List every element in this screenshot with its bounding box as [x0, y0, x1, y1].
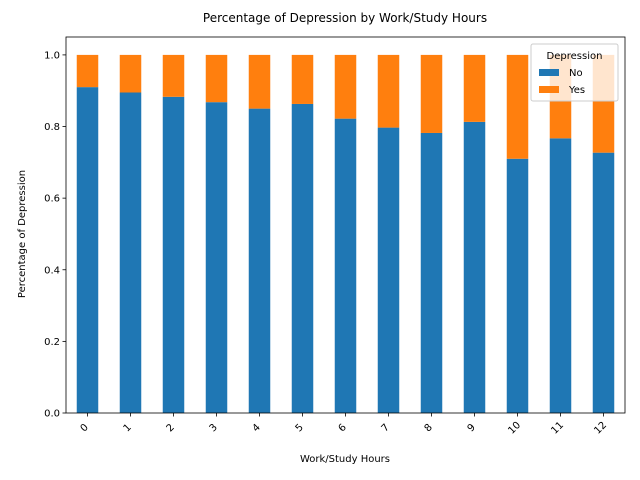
x-tick-label: 4 — [251, 422, 263, 434]
bar-no-12 — [592, 152, 615, 413]
y-tick-label: 0.0 — [44, 409, 60, 420]
bar-no-5 — [291, 103, 314, 413]
bar-no-10 — [506, 158, 529, 413]
bar-no-8 — [420, 132, 443, 413]
bar-no-2 — [162, 96, 185, 413]
x-tick-label: 12 — [592, 420, 609, 437]
x-tick-label: 7 — [380, 422, 392, 434]
legend-title: Depression — [547, 51, 603, 62]
x-tick-label: 0 — [79, 422, 91, 434]
bar-no-3 — [205, 102, 228, 413]
y-tick-label: 0.2 — [44, 337, 60, 348]
bar-no-6 — [334, 118, 357, 413]
bar-yes-6 — [334, 54, 357, 119]
legend: Depression No Yes — [530, 43, 619, 102]
x-tick-label: 11 — [549, 420, 566, 437]
x-axis-title: Work/Study Hours — [300, 454, 390, 465]
x-tick-label: 1 — [122, 422, 134, 434]
bar-no-4 — [248, 108, 271, 413]
bar-yes-0 — [76, 54, 99, 88]
bar-yes-8 — [420, 54, 443, 133]
bar-yes-9 — [463, 54, 486, 122]
bar-yes-4 — [248, 54, 271, 109]
bar-no-11 — [549, 138, 572, 414]
x-tick-label: 6 — [337, 422, 349, 434]
bar-yes-1 — [119, 54, 142, 93]
bar-yes-2 — [162, 54, 185, 97]
x-tick-label: 9 — [466, 422, 478, 434]
y-tick-label: 0.4 — [44, 265, 60, 276]
bar-yes-3 — [205, 54, 228, 103]
bar-no-9 — [463, 121, 486, 414]
y-tick-label: 1.0 — [44, 50, 60, 61]
bar-yes-5 — [291, 54, 314, 104]
chart-title: Percentage of Depression by Work/Study H… — [203, 11, 487, 25]
legend-swatch-no — [539, 69, 559, 76]
x-tick-label: 2 — [165, 422, 177, 434]
y-tick-label: 0.8 — [44, 122, 60, 133]
x-tick-label: 3 — [208, 422, 220, 434]
bar-no-1 — [119, 92, 142, 413]
x-tick-label: 5 — [294, 422, 306, 434]
bar-yes-10 — [506, 54, 529, 159]
bar-no-7 — [377, 127, 400, 414]
legend-swatch-yes — [539, 86, 559, 93]
legend-label-no: No — [569, 68, 583, 79]
y-tick-label: 0.6 — [44, 194, 60, 205]
x-tick-label: 8 — [423, 422, 435, 434]
bar-yes-7 — [377, 54, 400, 128]
y-axis-title: Percentage of Depression — [17, 170, 28, 298]
x-tick-label: 10 — [506, 420, 523, 437]
legend-label-yes: Yes — [568, 85, 585, 96]
bars-layer — [76, 54, 615, 414]
bar-no-0 — [76, 87, 99, 413]
